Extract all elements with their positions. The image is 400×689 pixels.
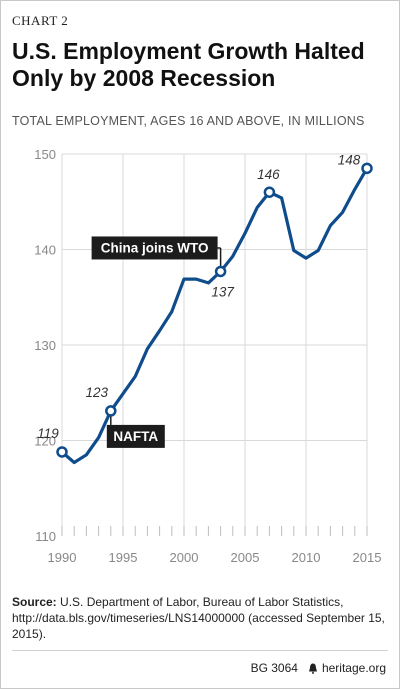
liberty-bell-icon [308, 663, 317, 674]
y-tick-label-120: 120 [34, 434, 56, 449]
source-label: Source: [12, 595, 57, 609]
y-tick-label-140: 140 [34, 243, 56, 258]
data-point-label-3: 146 [257, 167, 280, 182]
chart-subtitle: TOTAL EMPLOYMENT, AGES 16 AND ABOVE, IN … [12, 114, 365, 128]
report-id: BG 3064 [250, 661, 298, 675]
x-tick-label-2015: 2015 [353, 550, 382, 565]
x-tick-label-2000: 2000 [170, 550, 199, 565]
annotation-box-1 [91, 236, 218, 260]
data-point-label-4: 148 [338, 152, 361, 167]
site-name: heritage.org [321, 661, 386, 675]
y-tick-label-150: 150 [34, 147, 56, 162]
chart-title: U.S. Employment Growth Halted Only by 20… [12, 38, 365, 91]
data-point-label-2: 137 [211, 284, 234, 299]
y-tick-label-130: 130 [34, 338, 56, 353]
data-point-marker-4 [361, 162, 373, 175]
footer-divider [12, 650, 388, 651]
data-point-marker-1 [105, 405, 117, 417]
employment-series-line [60, 166, 369, 465]
annotation-label-1: China joins WTO [101, 240, 209, 255]
source-note: Source: U.S. Department of Labor, Bureau… [12, 594, 388, 642]
annotation-box-0 [106, 424, 165, 448]
x-tick-label-2010: 2010 [292, 550, 321, 565]
x-tick-label-1990: 1990 [48, 550, 77, 565]
data-point-marker-0 [56, 446, 68, 458]
x-tick-label-1995: 1995 [109, 550, 138, 565]
source-text: U.S. Department of Labor, Bureau of Labo… [12, 595, 385, 641]
data-point-label-1: 123 [86, 385, 109, 400]
data-point-marker-2 [214, 265, 227, 278]
x-tick-label-2005: 2005 [231, 550, 260, 565]
data-point-label-0: 119 [37, 426, 59, 441]
site-brand: heritage.org [308, 661, 386, 675]
annotation-label-0: NAFTA [113, 429, 158, 444]
chart-number-label: CHART 2 [12, 13, 69, 28]
y-tick-label-110: 110 [35, 529, 56, 544]
footer: BG 3064 heritage.org [251, 661, 386, 675]
data-point-marker-3 [263, 186, 276, 198]
